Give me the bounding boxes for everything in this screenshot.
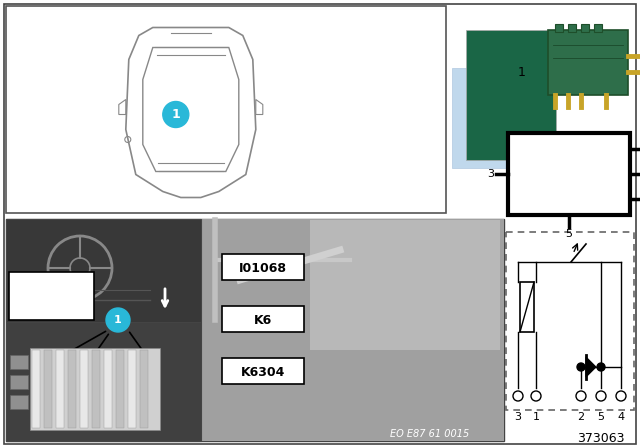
Bar [128, 350, 136, 428]
Bar [10, 355, 28, 369]
Bar [548, 30, 628, 95]
Bar [452, 68, 527, 168]
Text: 2: 2 [577, 412, 584, 422]
Bar [56, 350, 64, 428]
Text: I01068: I01068 [239, 262, 287, 275]
Text: 1: 1 [518, 65, 526, 78]
Bar [555, 24, 563, 32]
Bar [520, 282, 534, 332]
Bar [10, 395, 28, 409]
Bar [6, 6, 446, 213]
Bar [310, 220, 500, 350]
Circle shape [577, 363, 585, 371]
Bar [200, 219, 504, 441]
Bar [508, 133, 630, 215]
Polygon shape [586, 357, 596, 377]
Bar [222, 306, 304, 332]
Bar [466, 30, 556, 160]
Text: 373063: 373063 [577, 431, 625, 444]
Text: 5: 5 [566, 229, 573, 239]
Circle shape [163, 102, 189, 128]
Text: 1: 1 [172, 108, 180, 121]
Text: 1: 1 [532, 412, 540, 422]
Bar [140, 350, 148, 428]
Bar [10, 375, 28, 389]
Text: EO E87 61 0015: EO E87 61 0015 [390, 429, 470, 439]
Text: 1: 1 [114, 315, 122, 325]
Text: 3: 3 [487, 169, 494, 179]
Bar [6, 219, 504, 441]
Bar [116, 350, 124, 428]
Bar [44, 350, 52, 428]
Text: K6304: K6304 [241, 366, 285, 379]
Text: 4: 4 [618, 412, 625, 422]
Bar [32, 350, 40, 428]
Bar [6, 219, 201, 322]
Bar [80, 350, 88, 428]
Bar [222, 358, 304, 384]
Bar [222, 254, 304, 280]
Text: 5: 5 [598, 412, 605, 422]
Bar [6, 322, 201, 441]
Text: K6: K6 [254, 314, 272, 327]
Text: K37: K37 [38, 306, 65, 319]
Bar [594, 24, 602, 32]
Bar [30, 348, 160, 430]
Circle shape [597, 363, 605, 371]
Bar [581, 24, 589, 32]
Bar [68, 350, 76, 428]
Bar [568, 24, 576, 32]
Circle shape [106, 308, 130, 332]
Bar [9, 272, 94, 320]
Bar [104, 350, 112, 428]
Text: 3: 3 [515, 412, 522, 422]
Bar [92, 350, 100, 428]
Bar [506, 232, 634, 410]
Text: K36: K36 [38, 285, 65, 298]
